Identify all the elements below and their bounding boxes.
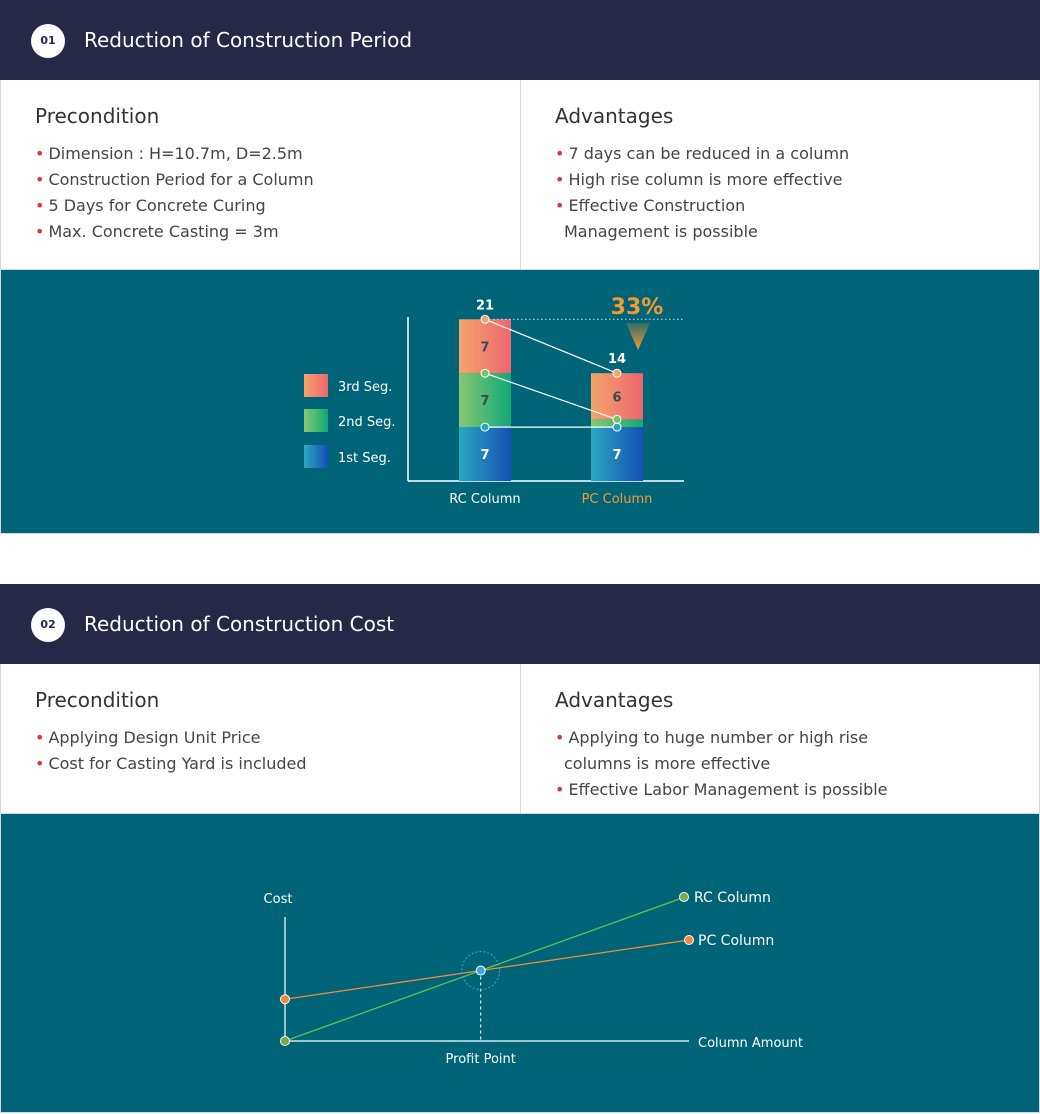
bullet-icon: • bbox=[555, 780, 565, 799]
total-label: 14 bbox=[608, 352, 626, 367]
profit-point-marker bbox=[475, 965, 486, 976]
connector-point bbox=[612, 414, 622, 424]
data-label: 7 bbox=[480, 394, 489, 409]
section1-precondition: Precondition • Dimension : H=10.7m, D=2.5… bbox=[1, 80, 521, 269]
rc-start-point bbox=[280, 1036, 290, 1046]
pc-end-point bbox=[684, 935, 694, 945]
data-label: 6 bbox=[612, 390, 621, 405]
profit-point-label: Profit Point bbox=[446, 1052, 516, 1067]
cost-chart-panel: Cost Column Amount Profit Point RC Column PC… bbox=[0, 813, 1040, 1113]
profit-point-halo bbox=[461, 951, 501, 991]
bullet-icon: • bbox=[555, 144, 565, 163]
bar-pc-column-3rd-seg bbox=[591, 373, 643, 420]
section1-precondition-title: Precondition bbox=[35, 104, 160, 128]
section2-header: 02 Reduction of Construction Cost bbox=[0, 584, 1040, 664]
section2-precondition-list: • Applying Design Unit Price • Cost for Ca… bbox=[35, 725, 307, 777]
section2-number-badge: 02 bbox=[31, 608, 65, 642]
bar-rc-column-2nd-seg bbox=[459, 373, 511, 428]
data-label: 7 bbox=[612, 448, 621, 463]
section2-advantages-list: • Applying to huge number or high rise col… bbox=[555, 725, 888, 803]
x-tick-label: PC Column bbox=[582, 492, 653, 507]
legend-swatch bbox=[304, 374, 328, 397]
data-label: 7 bbox=[480, 448, 489, 463]
section1-number-badge: 01 bbox=[31, 24, 65, 58]
connector-point bbox=[612, 422, 622, 432]
section2-advantages: Advantages • Applying to huge number or h… bbox=[521, 664, 1039, 813]
connector-point bbox=[480, 314, 490, 324]
bullet-icon: • bbox=[35, 222, 45, 241]
bullet-icon: • bbox=[35, 728, 45, 747]
down-arrow-icon bbox=[626, 323, 650, 350]
connector-line bbox=[484, 318, 618, 374]
rc-end-point bbox=[679, 892, 689, 902]
list-item: • Effective Construction Management is pos… bbox=[555, 196, 758, 241]
section1-info: Precondition • Dimension : H=10.7m, D=2.5… bbox=[0, 80, 1040, 269]
bullet-icon: • bbox=[35, 170, 45, 189]
total-label: 21 bbox=[476, 298, 494, 313]
bullet-icon: • bbox=[35, 196, 45, 215]
bullet-icon: • bbox=[555, 196, 565, 215]
section1-advantages: Advantages • 7 days can be reduced in a c… bbox=[521, 80, 1039, 269]
section2-title: Reduction of Construction Cost bbox=[84, 612, 395, 636]
bar-pc-column-1st-seg bbox=[591, 427, 643, 481]
section2-info: Precondition • Applying Design Unit Price… bbox=[0, 664, 1040, 813]
list-item: • High rise column is more effective bbox=[555, 170, 843, 189]
legend-swatch bbox=[304, 409, 328, 432]
bullet-icon: • bbox=[35, 144, 45, 163]
section1-advantages-list: • 7 days can be reduced in a column • High… bbox=[555, 141, 849, 245]
data-label: 7 bbox=[480, 340, 489, 355]
legend-label: 1st Seg. bbox=[338, 451, 391, 466]
section2-advantages-title: Advantages bbox=[555, 688, 674, 712]
x-axis-label: Column Amount bbox=[698, 1036, 803, 1051]
section2-precondition-title: Precondition bbox=[35, 688, 160, 712]
y-axis-label: Cost bbox=[264, 892, 293, 907]
connector-point bbox=[480, 422, 490, 432]
bullet-icon: • bbox=[555, 170, 565, 189]
reduction-percent-label: 33% bbox=[611, 295, 664, 320]
list-item: • Max. Concrete Casting = 3m bbox=[35, 222, 279, 241]
section1-title: Reduction of Construction Period bbox=[84, 28, 413, 52]
pc-column-line bbox=[284, 939, 690, 1000]
cost-line-chart: Cost Column Amount Profit Point RC Column PC… bbox=[264, 890, 803, 1067]
section1-header: 01 Reduction of Construction Period bbox=[0, 0, 1040, 80]
section1-advantages-title: Advantages bbox=[555, 104, 674, 128]
connector-point bbox=[480, 368, 490, 378]
series-label: RC Column bbox=[694, 890, 771, 906]
list-item: • Applying to huge number or high rise col… bbox=[555, 728, 869, 773]
legend-label: 2nd Seg. bbox=[338, 415, 396, 430]
section1-precondition-list: • Dimension : H=10.7m, D=2.5m • Constructi… bbox=[35, 141, 314, 245]
legend-swatch bbox=[304, 445, 328, 468]
connector-line bbox=[484, 372, 618, 420]
list-item: • Applying Design Unit Price bbox=[35, 728, 261, 747]
bullet-icon: • bbox=[555, 728, 565, 747]
series-label: PC Column bbox=[698, 933, 774, 949]
connector-point bbox=[612, 368, 622, 378]
x-tick-label: RC Column bbox=[449, 492, 520, 507]
list-item: • 7 days can be reduced in a column bbox=[555, 144, 850, 163]
pc-start-point bbox=[280, 994, 290, 1005]
list-item: • 5 Days for Concrete Curing bbox=[35, 196, 266, 215]
legend-label: 3rd Seg. bbox=[338, 380, 392, 395]
list-item: • Dimension : H=10.7m, D=2.5m bbox=[35, 144, 303, 163]
list-item: • Cost for Casting Yard is included bbox=[35, 754, 307, 773]
bullet-icon: • bbox=[35, 754, 45, 773]
list-item: • Construction Period for a Column bbox=[35, 170, 314, 189]
section2-precondition: Precondition • Applying Design Unit Price… bbox=[1, 664, 521, 813]
bar-rc-column-3rd-seg bbox=[459, 319, 511, 374]
list-item: • Effective Labor Management is possible bbox=[555, 780, 888, 799]
bar-rc-column-1st-seg bbox=[459, 427, 511, 481]
